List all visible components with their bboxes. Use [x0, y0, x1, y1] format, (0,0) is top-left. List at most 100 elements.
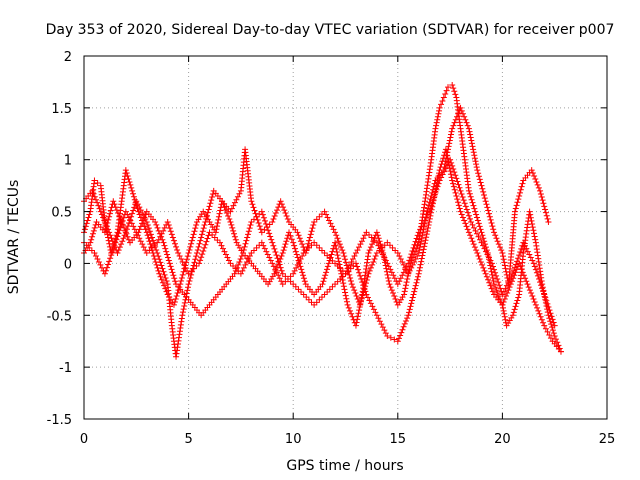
data-point [181, 302, 188, 309]
data-point [165, 257, 172, 264]
data-point [89, 230, 96, 237]
data-point [501, 262, 508, 269]
data-point [346, 261, 353, 268]
data-point [429, 199, 436, 206]
data-point [300, 250, 307, 257]
data-point [160, 227, 167, 234]
data-point [342, 292, 349, 299]
data-point [539, 285, 546, 292]
x-tick-label: 20 [494, 432, 511, 447]
data-point [292, 248, 299, 255]
data-point [159, 265, 166, 272]
data-point [190, 265, 197, 272]
data-point [414, 232, 421, 239]
data-point [421, 240, 428, 247]
data-point [113, 207, 120, 214]
data-point [545, 218, 552, 225]
data-point [350, 263, 357, 270]
data-point [508, 273, 515, 280]
data-point [242, 240, 249, 247]
data-point [207, 200, 214, 207]
data-point [404, 315, 411, 322]
data-point [97, 261, 104, 268]
data-point [392, 247, 399, 254]
data-point [357, 298, 364, 305]
data-point [91, 177, 98, 184]
data-point [415, 250, 422, 257]
data-point [336, 241, 343, 248]
data-point [462, 203, 469, 210]
data-point [477, 258, 484, 265]
data-point [173, 293, 180, 300]
data-point [445, 84, 452, 91]
data-point [465, 229, 472, 236]
data-point [396, 253, 403, 260]
data-point [295, 286, 302, 293]
data-point [397, 332, 404, 339]
data-point [332, 239, 339, 246]
data-point [161, 224, 168, 231]
data-point [116, 244, 123, 251]
data-point [432, 125, 439, 132]
data-point [534, 304, 541, 311]
data-point [343, 295, 350, 302]
data-point [418, 223, 425, 230]
data-point [91, 224, 98, 231]
data-point [390, 272, 397, 279]
data-point [338, 244, 345, 251]
data-point [91, 193, 98, 200]
data-point [383, 268, 390, 275]
data-point [537, 187, 544, 194]
data-point [501, 313, 508, 320]
data-point [294, 229, 301, 236]
data-point [179, 312, 186, 319]
data-point [173, 243, 180, 250]
data-point [477, 179, 484, 186]
data-point [373, 229, 380, 236]
data-point [381, 254, 388, 261]
data-point [339, 247, 346, 254]
data-point [544, 328, 551, 335]
data-point [296, 235, 303, 242]
data-point [184, 253, 191, 260]
data-point [324, 252, 331, 259]
data-point [167, 263, 174, 270]
data-point [276, 261, 283, 268]
data-point [541, 203, 548, 210]
data-point [297, 263, 304, 270]
data-point [161, 282, 168, 289]
data-point [372, 309, 379, 316]
data-point [213, 226, 220, 233]
data-point [467, 232, 474, 239]
data-point [443, 152, 450, 159]
data-point [496, 282, 503, 289]
data-point [516, 252, 523, 259]
data-point [146, 238, 153, 245]
data-point [180, 306, 187, 313]
data-point [152, 218, 159, 225]
data-point [260, 242, 267, 249]
data-point [492, 284, 499, 291]
data-point [186, 278, 193, 285]
data-point [185, 281, 192, 288]
data-point [250, 216, 257, 223]
y-tick-label: -0.5 [47, 309, 72, 324]
data-point [170, 272, 177, 279]
data-point [436, 177, 443, 184]
data-point [332, 242, 339, 249]
data-point [472, 227, 479, 234]
data-point [123, 226, 130, 233]
data-point [116, 227, 123, 234]
data-point [323, 211, 330, 218]
data-point [363, 277, 370, 284]
data-point [329, 223, 336, 230]
data-point [184, 287, 191, 294]
data-point [465, 212, 472, 219]
data-point [204, 209, 211, 216]
data-point [466, 215, 473, 222]
data-point [406, 267, 413, 274]
data-point [455, 181, 462, 188]
data-point [434, 116, 441, 123]
data-point [151, 242, 158, 249]
data-point [412, 255, 419, 262]
